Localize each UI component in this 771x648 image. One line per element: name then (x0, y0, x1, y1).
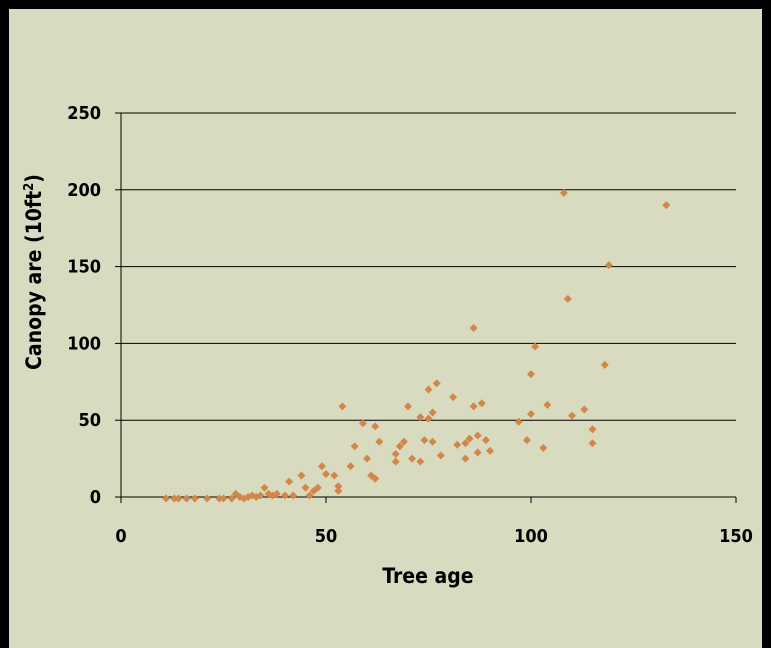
data-point (588, 425, 597, 434)
data-point (568, 411, 576, 420)
data-point (559, 188, 568, 197)
data-point (174, 494, 183, 503)
data-point (473, 448, 482, 457)
data-point (424, 414, 433, 423)
data-point (338, 402, 347, 411)
data-point (272, 489, 281, 498)
data-point (358, 419, 367, 428)
data-point (219, 494, 228, 503)
data-point (346, 462, 355, 471)
x-tick-label: 100 (514, 526, 548, 547)
x-axis-title: Tree age (382, 564, 473, 588)
data-point (162, 494, 171, 503)
data-point (371, 474, 380, 483)
data-point (486, 446, 494, 455)
data-point (428, 437, 437, 446)
data-point (363, 454, 371, 463)
data-point (408, 454, 417, 463)
data-point (399, 437, 408, 446)
y-tick-label: 150 (67, 257, 101, 278)
data-point (182, 494, 191, 503)
data-point (227, 494, 236, 503)
data-point (428, 408, 437, 417)
data-point (424, 385, 433, 394)
data-point (285, 477, 294, 486)
data-point (391, 457, 400, 466)
data-point (330, 471, 339, 480)
data-point (580, 405, 589, 414)
data-point (461, 454, 470, 463)
data-point (539, 443, 548, 452)
data-point (350, 442, 359, 451)
data-point (404, 402, 412, 411)
data-point (449, 393, 458, 402)
data-point (469, 402, 478, 411)
data-point (600, 360, 609, 369)
y-tick-label: 50 (78, 410, 101, 431)
data-point (334, 486, 343, 495)
data-point (334, 482, 343, 491)
data-point (469, 324, 478, 333)
data-point (260, 483, 269, 492)
data-point (662, 201, 671, 210)
data-point (473, 431, 482, 440)
y-tick-label: 200 (67, 180, 101, 201)
data-point (436, 451, 445, 460)
data-point (453, 440, 462, 449)
y-tick-label: 250 (67, 103, 101, 124)
data-point (248, 491, 257, 500)
data-point (477, 399, 486, 408)
data-point (322, 469, 330, 478)
data-point (543, 400, 552, 409)
data-point (531, 342, 540, 351)
data-points (162, 188, 671, 503)
data-point (313, 483, 322, 492)
data-point (522, 436, 531, 445)
x-tick-label: 150 (719, 526, 753, 547)
data-point (527, 410, 535, 419)
data-point (481, 436, 490, 445)
data-point (514, 417, 523, 426)
data-point (563, 294, 572, 303)
gridlines (121, 112, 736, 421)
data-point (391, 449, 400, 458)
data-point (190, 494, 199, 503)
data-point (170, 494, 179, 503)
data-point (371, 422, 380, 431)
x-tick-label: 50 (315, 526, 338, 547)
data-point (420, 436, 429, 445)
data-point (297, 471, 306, 480)
data-point (305, 491, 314, 500)
data-point (256, 491, 265, 500)
data-point (317, 462, 326, 471)
data-point (416, 413, 425, 422)
y-tick-label: 0 (90, 487, 101, 508)
data-point (461, 439, 470, 448)
data-point (604, 261, 613, 270)
data-point (527, 370, 535, 379)
data-point (432, 379, 441, 388)
data-point (465, 434, 474, 443)
data-point (416, 457, 425, 466)
data-point (289, 491, 298, 500)
y-tick-label: 100 (67, 333, 101, 354)
data-point (281, 491, 289, 500)
x-tick-label: 0 (115, 526, 126, 547)
data-point (301, 483, 310, 492)
data-point (215, 494, 224, 503)
data-point (375, 437, 384, 446)
data-point (395, 442, 404, 451)
data-point (588, 439, 597, 448)
y-axis-title: Canopy are (10ft2) (22, 174, 46, 370)
data-point (203, 494, 212, 503)
